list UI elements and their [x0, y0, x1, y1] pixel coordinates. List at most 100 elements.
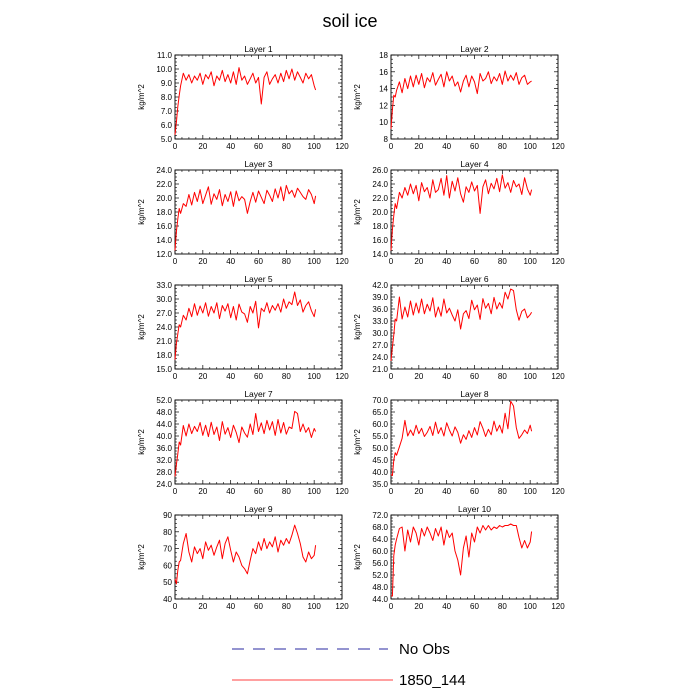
panel-layer-6: Layer 6 kg/m^2 0 20 40 60 80 100 120 21.0 24.0 27.0…	[353, 274, 565, 381]
panel-layer-9: Layer 9 kg/m^2 0 20 40 60 80 100 120 40 50 60 70 80 90	[137, 504, 349, 611]
panel-layer-8: Layer 8 kg/m^2 0 20 40 60 80 100 120 35.0 40.0 45.0…	[353, 389, 565, 496]
y-tick-label-layer-10: 44.0	[372, 595, 388, 604]
x-tick-label-layer-2: 0	[389, 142, 394, 151]
panel-title-layer-8: Layer 8	[460, 389, 489, 399]
x-tick-label-layer-3: 0	[173, 257, 178, 266]
y-tick-label-layer-7: 28.0	[156, 468, 172, 477]
figure-title: soil ice	[322, 11, 377, 31]
x-tick-label-layer-2: 60	[470, 142, 479, 151]
y-axis-label-layer-6: kg/m^2	[353, 314, 362, 340]
x-tick-label-layer-8: 120	[551, 487, 565, 496]
panel-layer-3: Layer 3 kg/m^2 0 20 40 60 80 100 120 12.0 14.0 16.0…	[137, 159, 349, 266]
y-tick-label-layer-9: 60	[163, 561, 172, 570]
x-tick-label-layer-10: 40	[442, 602, 451, 611]
x-tick-label-layer-3: 20	[198, 257, 207, 266]
y-tick-label-layer-2: 14	[379, 85, 388, 94]
y-tick-label-layer-2: 10	[379, 118, 388, 127]
x-tick-label-layer-4: 100	[523, 257, 537, 266]
y-tick-label-layer-7: 52.0	[156, 396, 172, 405]
x-tick-label-layer-9: 20	[198, 602, 207, 611]
y-tick-label-layer-4: 26.0	[372, 166, 388, 175]
x-tick-label-layer-10: 0	[389, 602, 394, 611]
x-tick-label-layer-5: 100	[307, 372, 321, 381]
x-tick-label-layer-10: 120	[551, 602, 565, 611]
y-tick-label-layer-10: 60.0	[372, 547, 388, 556]
series-line-layer-4	[390, 174, 533, 251]
x-tick-label-layer-9: 100	[307, 602, 321, 611]
series-line-layer-2	[390, 70, 532, 129]
y-tick-label-layer-1: 6.0	[161, 121, 173, 130]
y-tick-label-layer-4: 14.0	[372, 250, 388, 259]
y-tick-label-layer-6: 21.0	[372, 365, 388, 374]
x-tick-label-layer-1: 60	[254, 142, 263, 151]
y-tick-label-layer-10: 68.0	[372, 523, 388, 532]
x-tick-label-layer-7: 60	[254, 487, 263, 496]
series-line-layer-1	[174, 67, 317, 135]
x-tick-label-layer-2: 20	[414, 142, 423, 151]
y-tick-label-layer-8: 55.0	[372, 432, 388, 441]
x-tick-label-layer-3: 60	[254, 257, 263, 266]
y-axis-label-layer-7: kg/m^2	[137, 429, 146, 455]
x-tick-label-layer-5: 0	[173, 372, 178, 381]
y-tick-label-layer-1: 8.0	[161, 93, 173, 102]
panel-layer-7: Layer 7 kg/m^2 0 20 40 60 80 100 120 24.0 28.0 32.0…	[137, 389, 349, 496]
y-tick-label-layer-10: 72.0	[372, 511, 388, 520]
y-tick-label-layer-10: 56.0	[372, 559, 388, 568]
y-tick-label-layer-3: 18.0	[156, 208, 172, 217]
y-tick-label-layer-6: 30.0	[372, 329, 388, 338]
x-tick-label-layer-9: 80	[282, 602, 291, 611]
plot-frame-layer-9	[174, 514, 343, 600]
x-tick-label-layer-1: 120	[335, 142, 349, 151]
x-tick-label-layer-8: 20	[414, 487, 423, 496]
y-tick-label-layer-5: 30.0	[156, 295, 172, 304]
plot-frame-layer-6	[390, 284, 559, 370]
plot-frame-layer-2	[390, 54, 559, 140]
x-tick-label-layer-10: 60	[470, 602, 479, 611]
x-tick-label-layer-10: 100	[523, 602, 537, 611]
x-tick-label-layer-4: 20	[414, 257, 423, 266]
panel-title-layer-10: Layer 10	[458, 504, 491, 514]
x-tick-label-layer-8: 0	[389, 487, 394, 496]
plot-frame-layer-3	[174, 169, 343, 255]
y-tick-label-layer-6: 36.0	[372, 305, 388, 314]
y-tick-label-layer-9: 90	[163, 511, 172, 520]
x-tick-label-layer-7: 40	[226, 487, 235, 496]
y-tick-label-layer-2: 16	[379, 68, 388, 77]
x-tick-label-layer-6: 100	[523, 372, 537, 381]
x-tick-label-layer-2: 100	[523, 142, 537, 151]
x-tick-label-layer-4: 120	[551, 257, 565, 266]
y-tick-label-layer-4: 18.0	[372, 222, 388, 231]
series-line-layer-7	[174, 410, 317, 477]
panel-title-layer-9: Layer 9	[244, 504, 273, 514]
y-tick-label-layer-6: 33.0	[372, 317, 388, 326]
panel-title-layer-3: Layer 3	[244, 159, 273, 169]
y-axis-label-layer-3: kg/m^2	[137, 199, 146, 225]
x-tick-label-layer-8: 80	[498, 487, 507, 496]
panel-layer-5: Layer 5 kg/m^2 0 20 40 60 80 100 120 15.0 18.0 21.0…	[137, 274, 349, 381]
panel-title-layer-4: Layer 4	[460, 159, 489, 169]
y-tick-label-layer-8: 40.0	[372, 468, 388, 477]
series-line-layer-9	[174, 524, 317, 585]
x-tick-label-layer-5: 20	[198, 372, 207, 381]
y-tick-label-layer-3: 20.0	[156, 194, 172, 203]
x-tick-label-layer-9: 40	[226, 602, 235, 611]
panel-title-layer-2: Layer 2	[460, 44, 489, 54]
y-tick-label-layer-1: 10.0	[156, 65, 172, 74]
x-tick-label-layer-7: 0	[173, 487, 178, 496]
y-tick-label-layer-7: 48.0	[156, 408, 172, 417]
y-tick-label-layer-8: 70.0	[372, 396, 388, 405]
y-tick-label-layer-9: 50	[163, 578, 172, 587]
y-axis-label-layer-8: kg/m^2	[353, 429, 362, 455]
y-axis-label-layer-1: kg/m^2	[137, 84, 146, 110]
y-tick-label-layer-3: 16.0	[156, 222, 172, 231]
x-tick-label-layer-6: 20	[414, 372, 423, 381]
plot-frame-layer-7	[174, 399, 343, 485]
x-tick-label-layer-4: 0	[389, 257, 394, 266]
y-axis-label-layer-9: kg/m^2	[137, 544, 146, 570]
x-tick-label-layer-6: 40	[442, 372, 451, 381]
y-tick-label-layer-3: 14.0	[156, 236, 172, 245]
x-tick-label-layer-1: 40	[226, 142, 235, 151]
y-tick-label-layer-5: 27.0	[156, 309, 172, 318]
legend-label-no-obs: No Obs	[399, 641, 450, 658]
y-tick-label-layer-4: 16.0	[372, 236, 388, 245]
